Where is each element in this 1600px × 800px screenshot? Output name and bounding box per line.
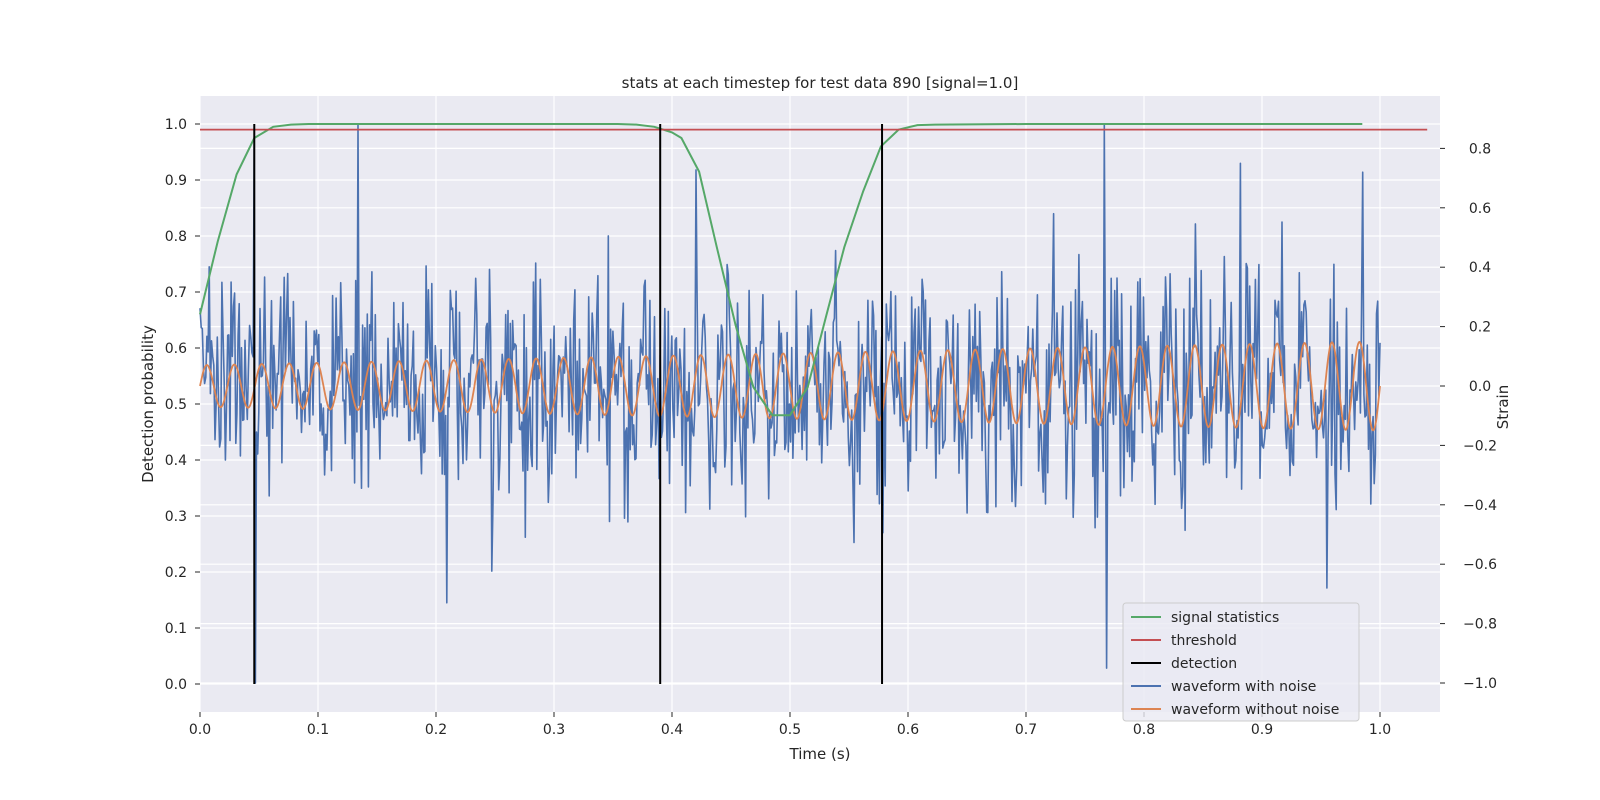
x-tick-label: 0.1 xyxy=(307,722,329,738)
y-right-tick-label: 0.8 xyxy=(1469,141,1491,157)
legend-label-detection: detection xyxy=(1171,656,1237,672)
series-signal-statistics xyxy=(199,123,1363,417)
legend-frame xyxy=(1122,602,1360,722)
y-right-tick-label: −0.4 xyxy=(1463,498,1497,514)
chart-title: stats at each timestep for test data 890… xyxy=(622,74,1019,92)
y-tick-label: 0.8 xyxy=(165,229,187,245)
y-tick-label: 0.0 xyxy=(165,677,187,693)
series-layer xyxy=(199,123,1428,684)
y-right-tick-label: 0.4 xyxy=(1469,260,1491,276)
y-right-tick-label: −1.0 xyxy=(1463,676,1497,692)
x-tick-label: 0.5 xyxy=(779,722,801,738)
y-right-tick-label: 0.2 xyxy=(1469,320,1491,336)
x-tick-label: 1.0 xyxy=(1369,722,1391,738)
y-tick-label: 0.7 xyxy=(165,285,187,301)
y-tick-label: 0.4 xyxy=(165,453,187,469)
legend-label-signal-statistics: signal statistics xyxy=(1171,610,1279,626)
y-right-tick-label: −0.6 xyxy=(1463,557,1497,573)
y-tick-label: 0.1 xyxy=(165,621,187,637)
y-tick-label: 0.3 xyxy=(165,509,187,525)
legend-label-threshold: threshold xyxy=(1171,633,1237,649)
y-right-tick-label: 0.0 xyxy=(1469,379,1491,395)
x-tick-label: 0.7 xyxy=(1015,722,1037,738)
x-tick-label: 0.0 xyxy=(189,722,211,738)
x-tick-label: 0.4 xyxy=(661,722,683,738)
legend-label-waveform-without-noise: waveform without noise xyxy=(1171,702,1339,718)
y-right-tick-label: 0.6 xyxy=(1469,201,1491,217)
y-tick-label: 0.2 xyxy=(165,565,187,581)
y-axis-right-label: Strain xyxy=(1494,385,1512,429)
x-tick-label: 0.9 xyxy=(1251,722,1273,738)
y-tick-label: 0.6 xyxy=(165,341,187,357)
x-tick-label: 0.3 xyxy=(543,722,565,738)
legend-label-waveform-with-noise: waveform with noise xyxy=(1171,679,1316,695)
y-tick-label: 0.9 xyxy=(165,173,187,189)
tick-layer: 0.0 0.1 0.2 0.3 0.4 0.5 0.6 0.7 0.8 0.9 1.0 0.0 0.1 0… xyxy=(165,117,1497,738)
x-tick-label: 0.8 xyxy=(1133,722,1155,738)
y-tick-label: 1.0 xyxy=(165,117,187,133)
x-axis-label: Time (s) xyxy=(789,745,851,763)
x-tick-label: 0.2 xyxy=(425,722,447,738)
x-tick-label: 0.6 xyxy=(897,722,919,738)
y-right-tick-label: −0.2 xyxy=(1463,438,1497,454)
series-waveform-with-noise xyxy=(199,123,1381,684)
legend: signal statistics threshold detection wa… xyxy=(1122,602,1360,722)
y-axis-label: Detection probability xyxy=(139,325,157,483)
y-tick-label: 0.5 xyxy=(165,397,187,413)
y-right-tick-label: −0.8 xyxy=(1463,617,1497,633)
series-waveform-without-noise xyxy=(199,340,1381,432)
